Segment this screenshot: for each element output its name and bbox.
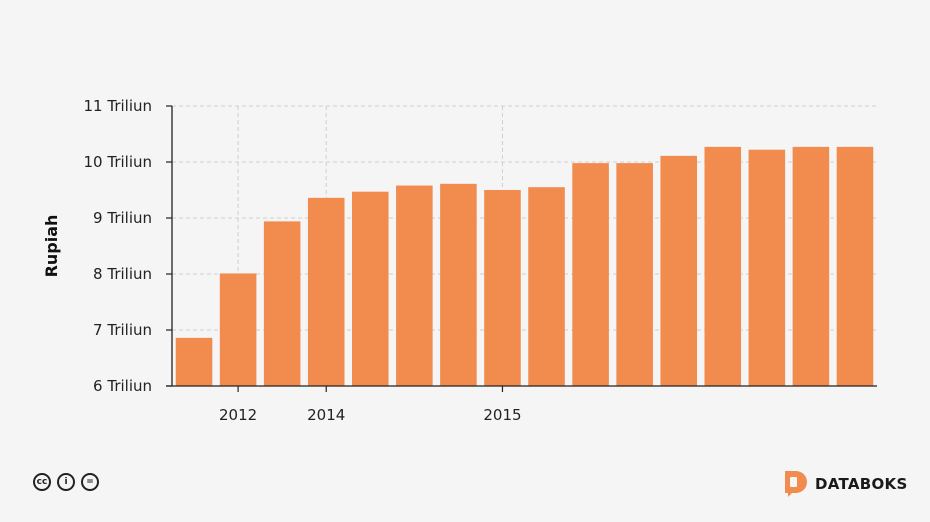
no-derivatives-icon: = <box>81 473 99 491</box>
x-tick-labels: 2012 2014 2015 <box>219 406 522 424</box>
bars <box>175 146 874 386</box>
bar <box>528 187 565 386</box>
bar <box>704 146 742 386</box>
x-tick-label: 2015 <box>483 406 521 424</box>
x-tick-label: 2014 <box>307 406 345 424</box>
bar <box>307 197 345 386</box>
bar <box>219 273 257 386</box>
y-tick-labels: 6 Triliun 7 Triliun 8 Triliun 9 Triliun 10 T… <box>84 97 153 395</box>
y-tick-label: 9 Triliun <box>93 209 152 227</box>
y-axis-title: Rupiah <box>42 215 61 278</box>
x-tick-label: 2012 <box>219 406 257 424</box>
bar <box>484 190 521 386</box>
bar <box>792 146 830 386</box>
y-tick-label: 8 Triliun <box>93 265 152 283</box>
brand-name: DATABOKS <box>815 475 908 493</box>
databoks-logo-icon <box>785 471 807 497</box>
creative-commons-icon: cc <box>33 473 51 491</box>
bar <box>396 185 433 386</box>
license-icons: cc i = <box>33 473 99 491</box>
bar <box>572 163 609 386</box>
bar <box>660 155 698 386</box>
y-tick-label: 11 Triliun <box>84 97 153 115</box>
bar <box>351 191 389 386</box>
bar <box>836 146 874 386</box>
y-tick-label: 6 Triliun <box>93 377 152 395</box>
bar <box>263 221 301 386</box>
axes <box>166 105 877 392</box>
attribution-icon: i <box>57 473 75 491</box>
y-tick-label: 10 Triliun <box>84 153 153 171</box>
bar <box>440 183 477 386</box>
bar <box>616 163 653 386</box>
bar <box>175 337 213 386</box>
brand-logo: DATABOKS <box>783 471 908 497</box>
bar <box>748 149 786 386</box>
y-tick-label: 7 Triliun <box>93 321 152 339</box>
